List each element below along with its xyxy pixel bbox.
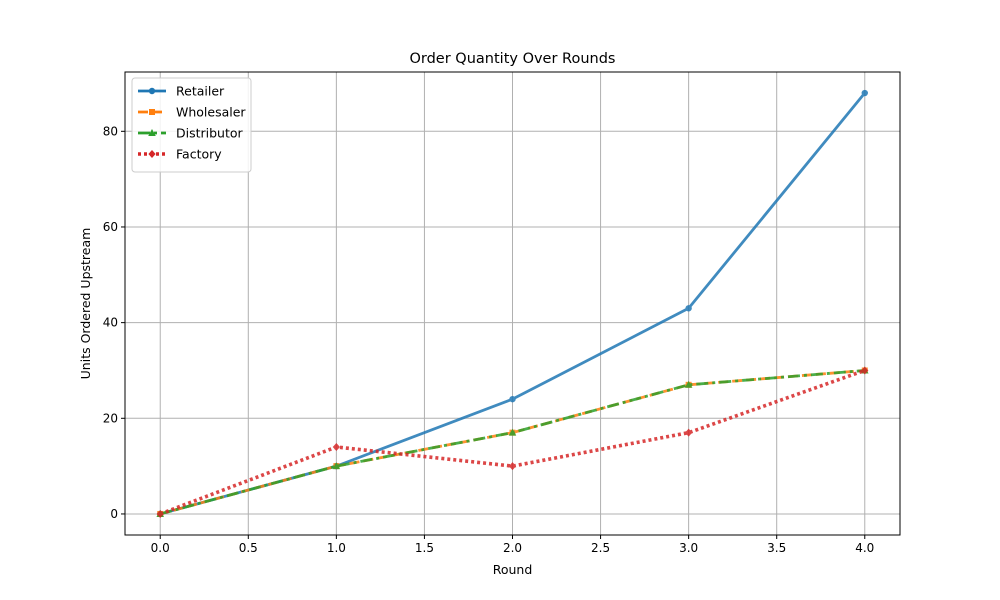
x-axis-label: Round <box>493 562 533 577</box>
data-point-factory <box>508 462 517 471</box>
data-point-retailer <box>685 305 692 312</box>
data-point-distributor <box>684 380 693 388</box>
data-point-distributor <box>332 462 341 470</box>
x-tick-label: 0.5 <box>239 541 258 555</box>
data-point-retailer <box>509 395 516 403</box>
legend-label: Retailer <box>176 84 225 99</box>
data-point-factory <box>861 366 869 375</box>
legend-label: Distributor <box>176 126 244 141</box>
x-tick-label: 4.0 <box>855 541 874 555</box>
legend-marker <box>148 129 156 136</box>
axis-ticks: 0.0 0.5 1.0 1.5 2.0 2.5 3.0 3.5 4.0 0 20 40 60 80 <box>103 124 875 555</box>
legend-item-retailer: Retailer <box>138 84 225 99</box>
chart-title: Order Quantity Over Rounds <box>409 51 615 67</box>
x-tick-label: 2.5 <box>591 541 610 555</box>
x-tick-label: 2.0 <box>503 541 522 555</box>
data-point-distributor <box>508 428 517 436</box>
legend-box <box>131 77 252 173</box>
legend-label: Factory <box>176 147 222 162</box>
y-tick-label: 0 <box>110 507 118 521</box>
legend-marker <box>149 109 155 115</box>
x-tick-label: 1.0 <box>327 541 346 555</box>
legend-item-distributor: Distributor <box>138 126 244 141</box>
y-tick-label: 40 <box>103 316 118 330</box>
series-factory <box>156 366 869 518</box>
y-axis-label: Units Ordered Upstream <box>78 228 93 380</box>
legend-item-factory: Factory <box>138 147 222 162</box>
data-point-factory <box>332 442 340 451</box>
data-point-factory <box>685 428 693 437</box>
x-tick-label: 0.0 <box>151 541 170 555</box>
series-lines <box>156 89 869 518</box>
legend-marker <box>148 87 156 95</box>
x-tick-label: 3.0 <box>679 541 698 555</box>
y-tick-label: 20 <box>103 411 118 425</box>
y-tick-label: 80 <box>103 124 118 138</box>
series-line-factory <box>159 368 866 516</box>
x-tick-label: 3.5 <box>767 541 786 555</box>
grid <box>125 72 900 535</box>
data-point-factory <box>156 509 164 518</box>
x-tick-label: 1.5 <box>415 541 434 555</box>
legend-item-wholesaler: Wholesaler <box>138 105 246 120</box>
data-point-retailer <box>861 89 868 97</box>
legend: Retailer Wholesaler Distributor Factory <box>131 77 252 173</box>
legend-marker <box>148 150 156 158</box>
legend-label: Wholesaler <box>176 105 246 120</box>
y-tick-label: 60 <box>103 220 118 234</box>
